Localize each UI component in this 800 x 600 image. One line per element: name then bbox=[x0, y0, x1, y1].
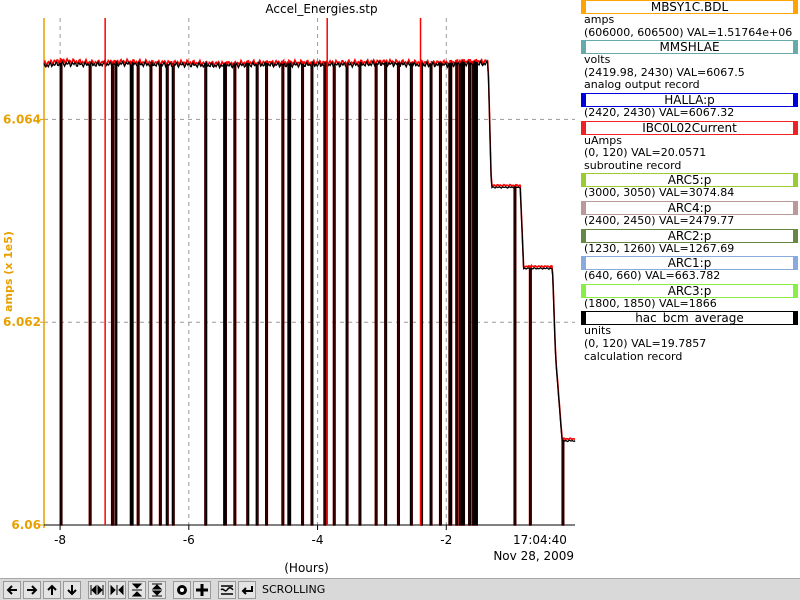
legend-item-name: hac_bcm_average bbox=[581, 311, 798, 326]
crosshair-button[interactable] bbox=[193, 580, 211, 599]
legend-item-detail: (2400, 2450) VAL=2479.77 bbox=[584, 213, 735, 227]
legend-item-name: HALLA:p bbox=[581, 92, 798, 107]
series-line-mbsy1c-bdl bbox=[43, 56, 576, 526]
legend-item-name: MMSHLAE bbox=[581, 40, 798, 55]
legend-item-detail: (2420, 2430) VAL=6067.32 bbox=[584, 105, 735, 119]
compress-horizontal-icon bbox=[110, 584, 124, 595]
legend-item[interactable]: MMSHLAE volts (2419.98, 2430) VAL=6067.5 an… bbox=[578, 40, 800, 92]
toolbar: SCROLLING bbox=[0, 578, 800, 600]
legend-item-name: IBC0L02Current bbox=[581, 120, 798, 135]
end-date-label: Nov 28, 2009 bbox=[493, 549, 574, 563]
end-time-label: 17:04:40 bbox=[513, 533, 567, 547]
legend-item[interactable]: ARC4:p (2400, 2450) VAL=2479.77 bbox=[578, 200, 800, 228]
return-icon bbox=[241, 585, 253, 595]
legend-item[interactable]: IBC0L02Current uAmps (0, 120) VAL=20.0571 s… bbox=[578, 120, 800, 173]
compress-horizontal-button[interactable] bbox=[108, 580, 126, 599]
legend-item-detail: (606000, 606500) VAL=1.51764e+06 bbox=[584, 25, 793, 39]
legend-item-name: ARC4:p bbox=[581, 200, 798, 215]
status-text: SCROLLING bbox=[262, 583, 326, 596]
arrow-left-icon bbox=[6, 584, 17, 595]
compress-vertical-button[interactable] bbox=[128, 580, 146, 599]
legend-item-name: ARC1:p bbox=[581, 256, 798, 271]
arrow-right-icon bbox=[27, 584, 38, 595]
legend-item-detail: amps bbox=[584, 13, 615, 26]
x-tick-label: -2 bbox=[440, 533, 452, 547]
record-button[interactable] bbox=[173, 580, 191, 599]
record-icon bbox=[177, 584, 187, 595]
toolbar-buttons bbox=[3, 580, 258, 599]
x-tick-label: -6 bbox=[183, 533, 195, 547]
legend-item-name: ARC5:p bbox=[581, 173, 798, 188]
legend-item-detail: calculation record bbox=[584, 349, 683, 363]
legend-item-detail: units bbox=[584, 324, 612, 338]
legend-item-detail: (3000, 3050) VAL=3074.84 bbox=[584, 186, 735, 200]
arrow-down-button[interactable] bbox=[63, 580, 81, 599]
y-tick-label: 6.064 bbox=[3, 112, 41, 126]
autoscale-button[interactable] bbox=[218, 580, 236, 599]
autoscale-icon bbox=[220, 584, 234, 595]
arrow-up-button[interactable] bbox=[43, 580, 61, 599]
expand-vertical-button[interactable] bbox=[148, 580, 166, 599]
arrow-up-icon bbox=[47, 584, 57, 595]
legend-item[interactable]: MBSY1C.BDL amps (606000, 606500) VAL=1.517… bbox=[578, 0, 800, 39]
y-axis-label: amps (x 1e5) bbox=[2, 231, 15, 312]
legend-item-detail: (1800, 1850) VAL=1866 bbox=[584, 296, 717, 310]
legend-item[interactable]: HALLA:p (2420, 2430) VAL=6067.32 bbox=[578, 92, 800, 120]
chart-title: Accel_Energies.stp bbox=[265, 2, 377, 16]
legend-panel: MBSY1C.BDL amps (606000, 606500) VAL=1.517… bbox=[578, 0, 800, 578]
legend-item-detail: analog output record bbox=[584, 78, 700, 92]
legend-item-detail: (640, 660) VAL=663.782 bbox=[584, 269, 721, 283]
legend-item-detail: (2419.98, 2430) VAL=6067.5 bbox=[584, 65, 745, 79]
legend-item[interactable]: ARC1:p (640, 660) VAL=663.782 bbox=[578, 256, 800, 283]
expand-horizontal-icon bbox=[90, 584, 104, 595]
legend-item[interactable]: ARC2:p (1230, 1260) VAL=1267.69 bbox=[578, 228, 800, 256]
legend-item-detail: subroutine record bbox=[584, 158, 682, 172]
y-tick-label: 6.06 bbox=[11, 518, 41, 532]
arrow-left-button[interactable] bbox=[3, 580, 21, 599]
expand-vertical-icon bbox=[151, 583, 163, 596]
expand-horizontal-button[interactable] bbox=[88, 580, 106, 599]
legend-item[interactable]: ARC5:p (3000, 3050) VAL=3074.84 bbox=[578, 173, 800, 200]
strip-chart[interactable]: -8 -6 -4 -2 17:04:40 Nov 28, 2009 (Hours) 6.06 6… bbox=[0, 0, 576, 578]
legend-item-name: MBSY1C.BDL bbox=[581, 0, 798, 14]
x-tick-label: -8 bbox=[54, 533, 66, 547]
x-tick-label: -4 bbox=[312, 533, 324, 547]
legend-item-detail: (1230, 1260) VAL=1267.69 bbox=[584, 241, 735, 255]
legend-item-name: ARC2:p bbox=[581, 228, 798, 243]
arrow-right-button[interactable] bbox=[23, 580, 41, 599]
y-tick-label: 6.062 bbox=[3, 315, 41, 329]
legend-item[interactable]: hac_bcm_average units (0, 120) VAL=19.7857… bbox=[578, 311, 800, 363]
series-line-hac-bcm-average bbox=[43, 59, 576, 526]
return-button[interactable] bbox=[238, 580, 256, 599]
legend-item-name: ARC3:p bbox=[581, 283, 798, 298]
legend-item-detail: (0, 120) VAL=19.7857 bbox=[584, 336, 707, 350]
legend-item-detail: uAmps bbox=[584, 133, 622, 147]
x-axis-label: (Hours) bbox=[284, 561, 329, 575]
legend-item-detail: volts bbox=[584, 53, 611, 67]
crosshair-icon bbox=[196, 583, 208, 596]
compress-vertical-icon bbox=[131, 583, 143, 596]
legend-item[interactable]: ARC3:p (1800, 1850) VAL=1866 bbox=[578, 283, 800, 311]
arrow-down-icon bbox=[67, 584, 77, 595]
legend-item-detail: (0, 120) VAL=20.0571 bbox=[584, 146, 707, 160]
